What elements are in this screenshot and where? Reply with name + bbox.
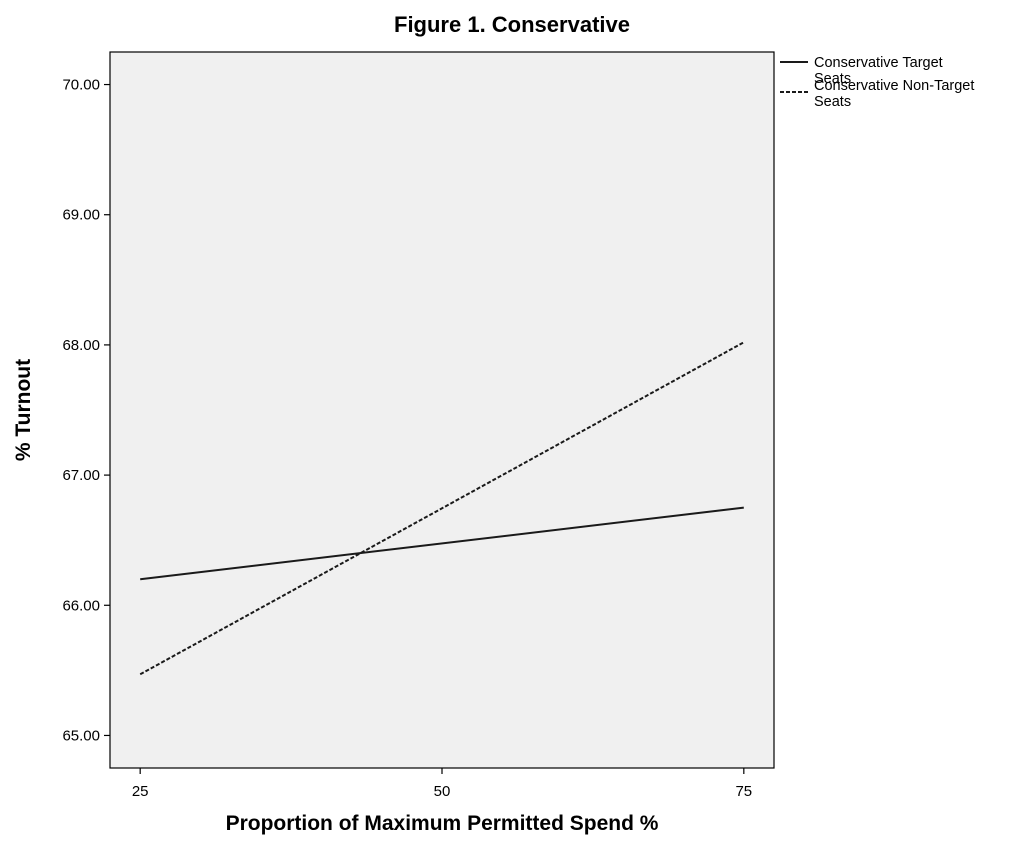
x-tick-label: 50 <box>434 783 451 800</box>
legend-label-line: Seats <box>814 71 851 87</box>
series-layer <box>139 341 745 676</box>
series-line-target <box>140 506 744 581</box>
y-tick-label: 70.00 <box>62 77 100 94</box>
x-axis-label: Proportion of Maximum Permitted Spend % <box>226 812 659 835</box>
y-axis: 65.00 66.00 67.00 68.00 69.00 70.00 <box>62 77 110 744</box>
y-tick-label: 66.00 <box>62 597 100 614</box>
chart-title: Figure 1. Conservative <box>394 12 630 37</box>
legend-label: Conservative Non-Target Seats <box>814 78 974 110</box>
x-axis: 25 50 75 <box>132 768 752 800</box>
legend-label-line: Conservative Target <box>814 55 943 71</box>
plot-area <box>109 51 775 769</box>
x-tick-label: 75 <box>735 783 752 800</box>
legend-label-line: Seats <box>814 94 851 110</box>
series-line-non-target <box>139 341 745 676</box>
y-tick-label: 69.00 <box>62 207 100 224</box>
legend-label-line: Conservative Non-Target <box>814 78 974 94</box>
y-tick-label: 67.00 <box>62 467 100 484</box>
y-axis-label: % Turnout <box>12 359 35 461</box>
y-tick-label: 68.00 <box>62 337 100 354</box>
y-tick-label: 65.00 <box>62 727 100 744</box>
x-tick-label: 25 <box>132 783 149 800</box>
legend-label: Conservative Target Seats <box>814 55 943 87</box>
